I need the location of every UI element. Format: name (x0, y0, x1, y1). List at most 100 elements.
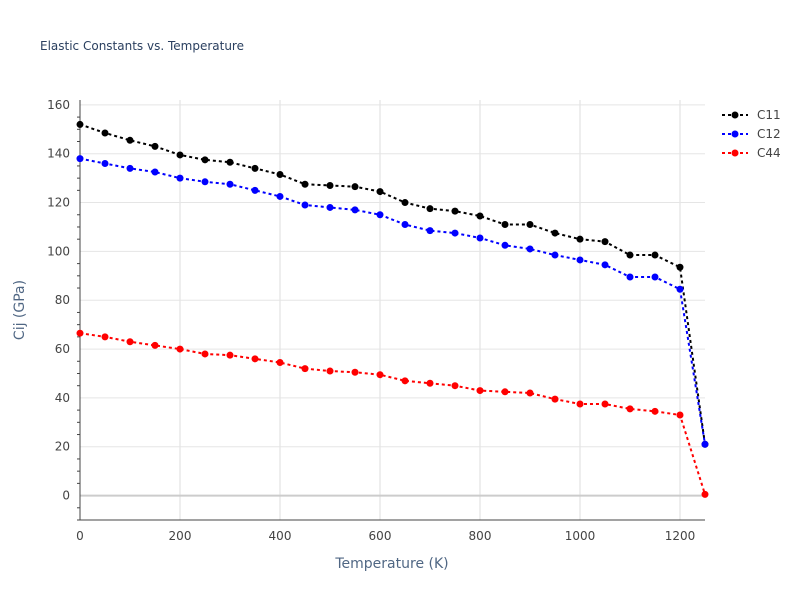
data-point-c12 (676, 285, 684, 293)
data-point-c11 (551, 229, 559, 237)
x-tick-label: 1000 (565, 529, 596, 543)
data-point-c12 (526, 245, 534, 253)
data-point-c12 (101, 159, 109, 167)
series-line-c11 (79, 123, 706, 445)
legend[interactable]: C11 C12 C44 (722, 108, 781, 160)
data-point-c12 (201, 178, 209, 186)
data-point-c12 (601, 261, 609, 269)
data-point-c44 (501, 388, 509, 396)
data-point-c11 (526, 221, 534, 229)
data-point-c12 (626, 273, 634, 281)
x-tick-label: 200 (169, 529, 192, 543)
data-point-c44 (701, 490, 709, 498)
data-point-c11 (76, 120, 84, 128)
data-point-c12 (376, 211, 384, 219)
data-point-c11 (426, 205, 434, 213)
data-point-c11 (151, 142, 159, 150)
legend-item-c11[interactable]: C11 (722, 108, 781, 122)
data-point-c44 (126, 338, 134, 346)
data-point-c11 (401, 199, 409, 207)
y-tick-label: 60 (55, 342, 70, 356)
data-point-c11 (126, 136, 134, 144)
data-point-c12 (501, 241, 509, 249)
data-point-c11 (451, 207, 459, 215)
data-point-c11 (476, 212, 484, 220)
x-tick-label: 1200 (665, 529, 696, 543)
data-point-c44 (326, 367, 334, 375)
series-group (76, 120, 709, 498)
data-point-c44 (451, 382, 459, 390)
data-point-c12 (76, 155, 84, 163)
x-tick-label: 400 (269, 529, 292, 543)
data-point-c44 (551, 395, 559, 403)
data-point-c12 (151, 168, 159, 176)
legend-label-c12: C12 (757, 127, 781, 141)
data-point-c12 (176, 174, 184, 182)
data-point-c11 (176, 151, 184, 159)
data-point-c12 (126, 164, 134, 172)
x-axis-title: Temperature (K) (334, 556, 448, 572)
data-point-c11 (201, 156, 209, 164)
y-tick-label: 80 (55, 293, 70, 307)
legend-marker-c12 (731, 130, 739, 138)
data-point-c11 (276, 170, 284, 178)
data-point-c44 (226, 351, 234, 359)
x-tick-label: 800 (469, 529, 492, 543)
data-point-c44 (476, 387, 484, 395)
data-point-c12 (301, 201, 309, 209)
data-point-c44 (276, 359, 284, 366)
legend-label-c44: C44 (757, 146, 781, 160)
data-point-c11 (601, 238, 609, 246)
legend-item-c12[interactable]: C12 (722, 127, 781, 141)
legend-item-c44[interactable]: C44 (722, 146, 781, 160)
data-point-c12 (326, 203, 334, 211)
data-point-c11 (651, 251, 659, 259)
x-tick-label: 600 (369, 529, 392, 543)
data-point-c11 (676, 263, 684, 271)
data-point-c44 (426, 379, 434, 387)
data-point-c44 (626, 405, 634, 413)
data-point-c12 (351, 206, 359, 214)
data-point-c44 (251, 355, 259, 363)
data-point-c44 (201, 350, 209, 358)
data-point-c12 (551, 251, 559, 259)
data-point-c12 (426, 227, 434, 235)
data-point-c12 (576, 256, 584, 264)
data-point-c11 (301, 180, 309, 188)
y-axis-title: Cij (GPa) (12, 280, 28, 340)
series-line-c44 (79, 332, 706, 495)
y-tick-label: 40 (55, 391, 70, 405)
y-tick-label: 140 (47, 147, 70, 161)
data-point-c11 (501, 221, 509, 229)
data-point-c12 (451, 229, 459, 237)
data-point-c44 (601, 400, 609, 408)
y-tick-label: 100 (47, 244, 70, 258)
legend-marker-c44 (731, 149, 739, 157)
data-point-c44 (576, 400, 584, 408)
data-point-c11 (376, 188, 384, 196)
data-point-c12 (701, 440, 709, 448)
data-point-c44 (101, 333, 109, 341)
y-tick-label: 20 (55, 440, 70, 454)
grid (77, 100, 705, 521)
y-tick-label: 0 (62, 489, 70, 503)
chart-title: Elastic Constants vs. Temperature (40, 39, 244, 53)
legend-label-c11: C11 (757, 108, 781, 122)
data-point-c12 (251, 186, 259, 194)
data-point-c44 (651, 407, 659, 415)
data-point-c44 (301, 365, 309, 373)
data-point-c12 (476, 234, 484, 242)
data-point-c12 (226, 180, 234, 188)
data-point-c44 (176, 345, 184, 353)
data-point-c12 (401, 221, 409, 229)
data-point-c44 (401, 377, 409, 385)
y-tick-label: 160 (47, 98, 70, 112)
data-point-c11 (226, 158, 234, 166)
data-point-c11 (626, 251, 634, 259)
data-point-c11 (101, 129, 109, 137)
data-point-c44 (151, 341, 159, 349)
data-point-c11 (351, 183, 359, 191)
legend-marker-c11 (731, 111, 739, 119)
data-point-c11 (326, 181, 334, 189)
